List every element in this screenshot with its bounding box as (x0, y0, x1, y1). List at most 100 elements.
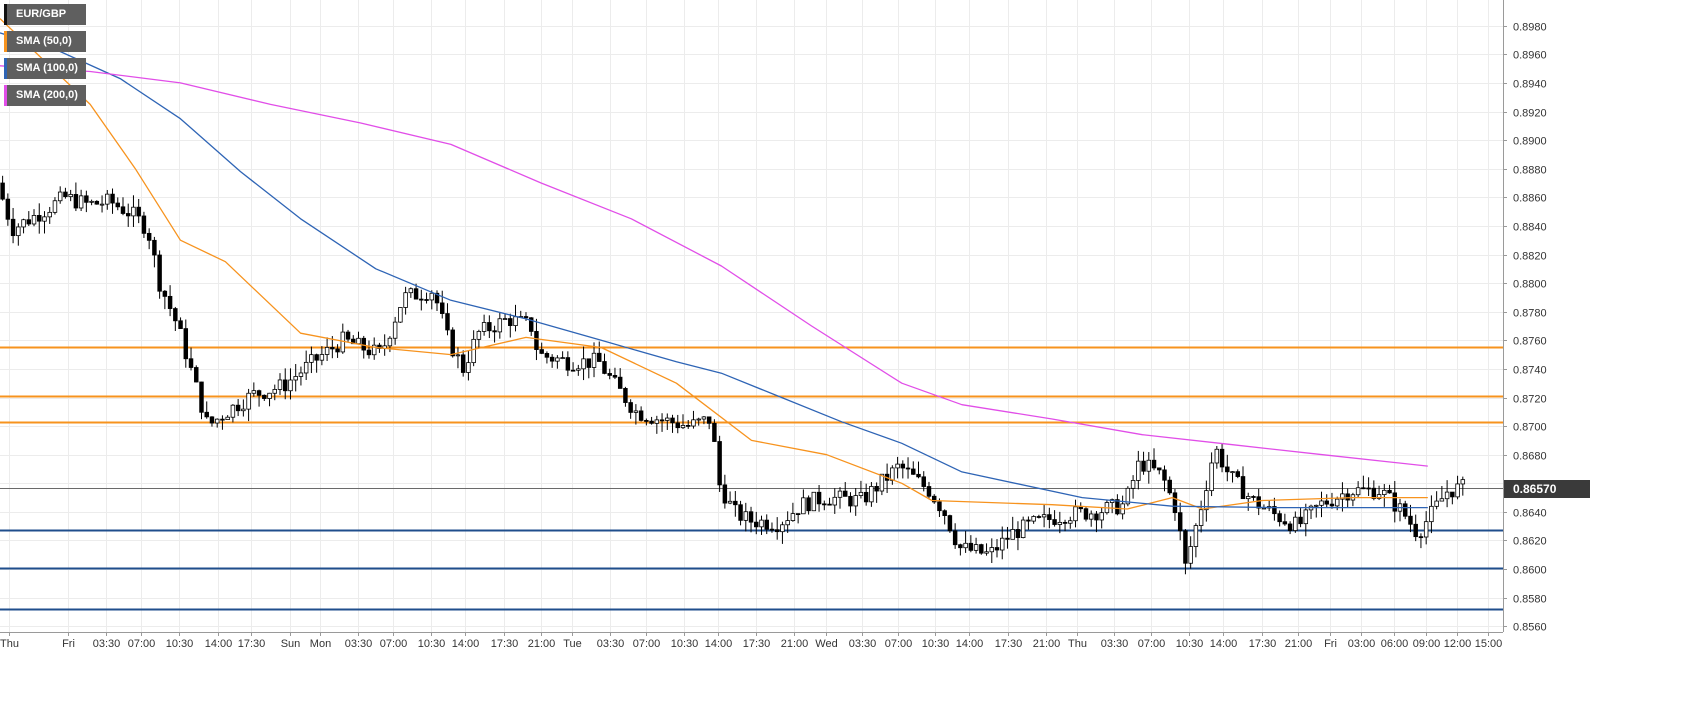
x-tick-label: Thu (0, 638, 19, 650)
candle-body (1083, 508, 1089, 520)
candle-body (230, 404, 236, 418)
candle-body (1235, 471, 1240, 477)
x-tick-label: 15:00 (1475, 638, 1503, 650)
candle-body (822, 503, 827, 506)
sma-line-100 (0, 32, 1428, 509)
candle-body (502, 318, 508, 320)
candle-body (748, 511, 754, 523)
legend-symbol[interactable]: EUR/GBP (4, 4, 86, 25)
legend-sma-100-label: SMA (100,0) (16, 62, 78, 74)
candle-body (1219, 448, 1225, 468)
x-tick-label: 21:00 (1285, 638, 1313, 650)
legend-sma-200[interactable]: SMA (200,0) (4, 85, 86, 106)
candle-body (21, 219, 26, 228)
candle-body (1376, 494, 1382, 499)
candle-body (628, 402, 633, 413)
candle-body (1240, 476, 1246, 500)
axes: 0.85600.85800.86000.86200.86400.86600.86… (0, 0, 1547, 650)
legend-sma-100[interactable]: SMA (100,0) (4, 58, 86, 79)
y-tick-label: 0.8740 (1513, 365, 1547, 377)
candle-body (743, 511, 749, 521)
x-tick-label: 21:00 (781, 638, 809, 650)
candle-body (916, 473, 921, 478)
candle-body (1450, 491, 1455, 498)
x-tick-label: Mon (310, 638, 331, 650)
candle-body (769, 528, 775, 531)
candle-body (1340, 493, 1345, 500)
x-tick-label: 17:30 (491, 638, 519, 650)
candle-body (188, 358, 194, 368)
candle-body (701, 416, 707, 420)
candle-body (1052, 519, 1057, 525)
candle-body (853, 495, 858, 507)
x-tick-label: 10:30 (922, 638, 950, 650)
candle-body (1329, 503, 1335, 507)
candle-body (1130, 480, 1136, 489)
candle-body (1429, 505, 1434, 523)
candle-body (1439, 498, 1445, 502)
candle-body (68, 194, 73, 198)
candle-body (508, 318, 513, 327)
candle-body (1015, 529, 1021, 538)
candle-body (843, 490, 848, 497)
candle-body (288, 379, 293, 392)
candle-body (586, 358, 592, 368)
candle-body (1172, 492, 1178, 514)
candle-body (16, 226, 21, 237)
candle-body (863, 491, 869, 503)
candle-body (183, 328, 189, 360)
candle-body (392, 321, 398, 339)
candle-body (1293, 516, 1298, 531)
candle-body (1256, 496, 1261, 509)
candle-body (94, 200, 100, 205)
candle-body (837, 490, 843, 498)
legend-symbol-label: EUR/GBP (16, 8, 67, 20)
y-tick-label: 0.8800 (1513, 279, 1547, 291)
candle-body (665, 417, 670, 421)
candle-body (874, 486, 879, 492)
candle-body (947, 515, 953, 532)
x-tick-label: 10:30 (671, 638, 699, 650)
candle-body (487, 322, 492, 332)
candle-body (774, 529, 780, 533)
candle-body (1209, 462, 1214, 492)
candle-body (0, 182, 5, 200)
candle-body (921, 476, 926, 487)
y-tick-label: 0.8860 (1513, 193, 1547, 205)
candle-body (738, 504, 743, 521)
candle-body (1225, 466, 1230, 473)
candle-body (816, 491, 822, 505)
candle-body (1230, 471, 1235, 474)
candle-body (1455, 483, 1460, 498)
candle-body (1423, 521, 1429, 538)
candle-body (178, 320, 183, 329)
candle-body (335, 348, 340, 353)
legend-sma-50[interactable]: SMA (50,0) (4, 31, 86, 52)
candle-body (989, 547, 995, 553)
x-tick-label: 10:30 (166, 638, 194, 650)
candle-body (659, 419, 665, 422)
candle-body (1157, 467, 1162, 471)
candle-body (1324, 500, 1329, 505)
candle-body (235, 404, 241, 412)
candle-body (513, 316, 518, 327)
grid (0, 0, 1503, 632)
candle-body (733, 500, 738, 506)
y-tick-label: 0.8900 (1513, 136, 1547, 148)
candle-body (408, 288, 414, 294)
x-tick-label: 14:00 (452, 638, 480, 650)
candle-body (827, 503, 832, 506)
candle-body (1115, 499, 1120, 515)
candle-body (1068, 520, 1073, 524)
sma-lines (0, 18, 1428, 510)
candle-body (89, 200, 94, 203)
candle-body (356, 337, 361, 345)
candle-body (1314, 504, 1319, 507)
y-tick-label: 0.8600 (1513, 565, 1547, 577)
candle-body (324, 347, 330, 355)
candle-body (419, 298, 424, 301)
candle-body (633, 410, 639, 413)
candle-body (1141, 460, 1146, 472)
